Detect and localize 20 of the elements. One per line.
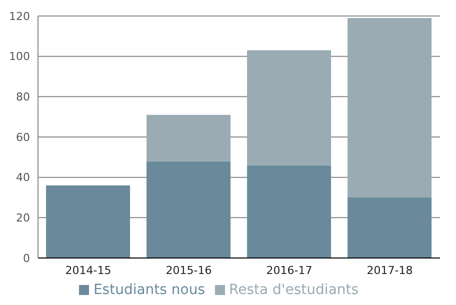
x-tick-label: 2015-16 — [166, 264, 212, 277]
bar — [46, 185, 130, 258]
bar — [146, 114, 231, 162]
y-tick-label: 100 — [9, 50, 30, 64]
bar — [348, 18, 432, 198]
y-tick-label: 0 — [23, 252, 30, 265]
y-tick-label: 80 — [16, 90, 30, 104]
x-tick-label: 2017-18 — [366, 264, 413, 277]
legend-label: Estudiants nous — [93, 282, 206, 298]
y-tick-label: 60 — [16, 130, 30, 144]
x-tick-label: 2016-17 — [266, 264, 312, 277]
y-tick-label: 20 — [16, 212, 30, 225]
y-tick-label: 120 — [9, 10, 30, 23]
y-tick-label: 40 — [16, 171, 30, 184]
x-tick-label: 2014-15 — [65, 264, 112, 277]
bar — [146, 161, 231, 258]
legend-label: Resta d'estudiants — [229, 282, 359, 298]
bar — [348, 198, 432, 258]
bar — [247, 50, 332, 166]
bar — [247, 165, 332, 258]
